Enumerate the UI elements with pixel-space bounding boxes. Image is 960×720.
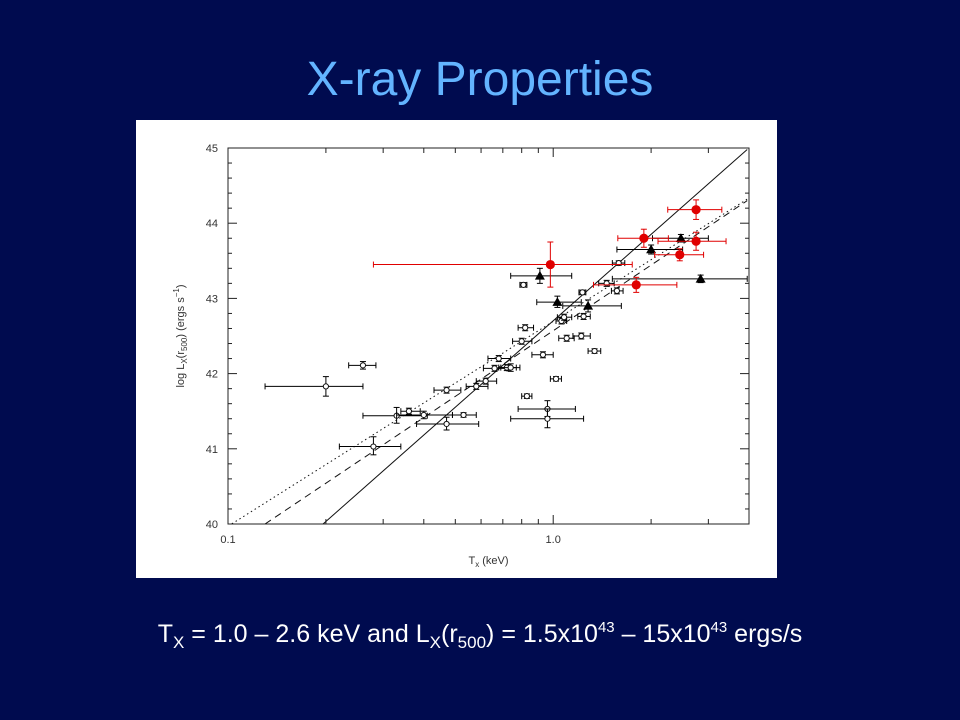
data-point-open-circle	[405, 408, 413, 415]
data-point-open-circle	[322, 383, 329, 390]
y-tick-label: 45	[206, 143, 218, 155]
data-point-open-circle	[544, 415, 551, 422]
scatter-plot: 40 41 42 43 44 45 0.1 1.0 Tx (keV) log LX(r500) (…	[172, 143, 750, 569]
data-point-open-circle	[591, 347, 598, 355]
data-point-red-circle	[691, 236, 701, 246]
data-point-open-circle	[482, 378, 489, 385]
y-tick-label: 42	[206, 369, 218, 381]
data-point-open-circle	[420, 411, 427, 419]
data-point-open-circle	[370, 443, 377, 450]
x-tick-label: 1.0	[546, 534, 561, 546]
data-point-triangle	[583, 300, 594, 310]
data-point-open-circle	[578, 332, 585, 340]
caption-l-eq: ) = 1.5x10	[486, 620, 598, 648]
caption-exp2: 43	[710, 619, 728, 636]
caption-l-open: (r	[441, 620, 458, 648]
x-tick-label: 0.1	[220, 534, 235, 546]
y-axis-label-part: (r	[175, 351, 187, 359]
y-axis-label-part: X	[180, 358, 189, 364]
data-point-red-circle	[545, 259, 555, 270]
y-tick-label: 40	[206, 519, 218, 531]
x-axis-label-sub: x	[475, 560, 479, 569]
data-point-red-circle	[639, 233, 649, 243]
y-tick-label: 44	[206, 218, 218, 230]
y-tick-label: 43	[206, 293, 218, 305]
caption-t-range: = 1.0 – 2.6 keV and L	[184, 620, 430, 648]
caption-t-sub: X	[173, 633, 185, 652]
data-point-open-circle	[560, 314, 568, 321]
data-point-open-circle	[580, 313, 587, 320]
data-point-triangle	[552, 297, 563, 306]
data-point-open-circle	[523, 393, 530, 400]
y-axis-label-part: ) (ergs s	[175, 297, 187, 338]
fit-line-dotted	[230, 198, 748, 524]
data-point-triangle	[675, 233, 686, 242]
data-point-open-circle	[460, 411, 467, 419]
caption: TX = 1.0 – 2.6 keV and LX(r500) = 1.5x10…	[0, 614, 960, 654]
data-point-open-circle	[443, 420, 450, 428]
data-point-open-circle	[359, 362, 367, 369]
plot-frame	[227, 147, 750, 525]
data-point-open-circle	[443, 387, 450, 394]
y-axis-label-part: log L	[175, 364, 187, 388]
data-point-open-circle	[495, 355, 502, 362]
caption-exp1: 43	[597, 619, 615, 636]
x-axis-label: Tx (keV)	[468, 555, 508, 569]
fit-line-solid	[322, 149, 748, 524]
y-axis-label-part: 500	[180, 337, 189, 351]
data-point-triangle	[534, 270, 545, 280]
x-axis-label-main: T	[468, 555, 475, 567]
data-point-red-circle	[675, 250, 685, 260]
caption-l-sub: X	[429, 633, 442, 652]
plot-area	[230, 149, 748, 524]
data-point-triangle	[695, 273, 706, 283]
caption-dash: – 15x10	[614, 620, 711, 648]
y-axis-label-part: )	[175, 284, 187, 288]
data-point-open-circle	[518, 338, 525, 345]
y-tick-label: 41	[206, 444, 218, 456]
caption-t-symbol: T	[157, 620, 173, 648]
data-point-open-circle	[473, 383, 480, 390]
data-point-open-circle	[520, 281, 527, 288]
data-point-open-circle	[579, 289, 586, 296]
caption-r-sub: 500	[457, 633, 487, 652]
data-point-triangle	[646, 244, 657, 254]
y-axis-label-part: −1	[172, 288, 181, 298]
data-point-open-circle	[613, 287, 621, 294]
scatter-plot-panel: 40 41 42 43 44 45 0.1 1.0 Tx (keV) log LX(r500) (…	[136, 120, 777, 578]
data-point-open-circle	[563, 335, 570, 342]
slide-title: X-ray Properties	[306, 53, 654, 106]
y-axis-label: log LX(r500) (ergs s−1)	[172, 284, 189, 387]
data-point-open-circle	[491, 365, 498, 372]
data-point-open-circle	[522, 324, 529, 331]
data-point-red-circle	[631, 280, 641, 290]
caption-unit: ergs/s	[727, 620, 803, 648]
data-point-open-circle	[552, 375, 560, 382]
data-point-red-circle	[691, 205, 701, 215]
data-point-open-circle	[539, 351, 547, 358]
x-axis-label-rest: (keV)	[479, 555, 508, 567]
data-point-open-circle	[507, 364, 514, 371]
